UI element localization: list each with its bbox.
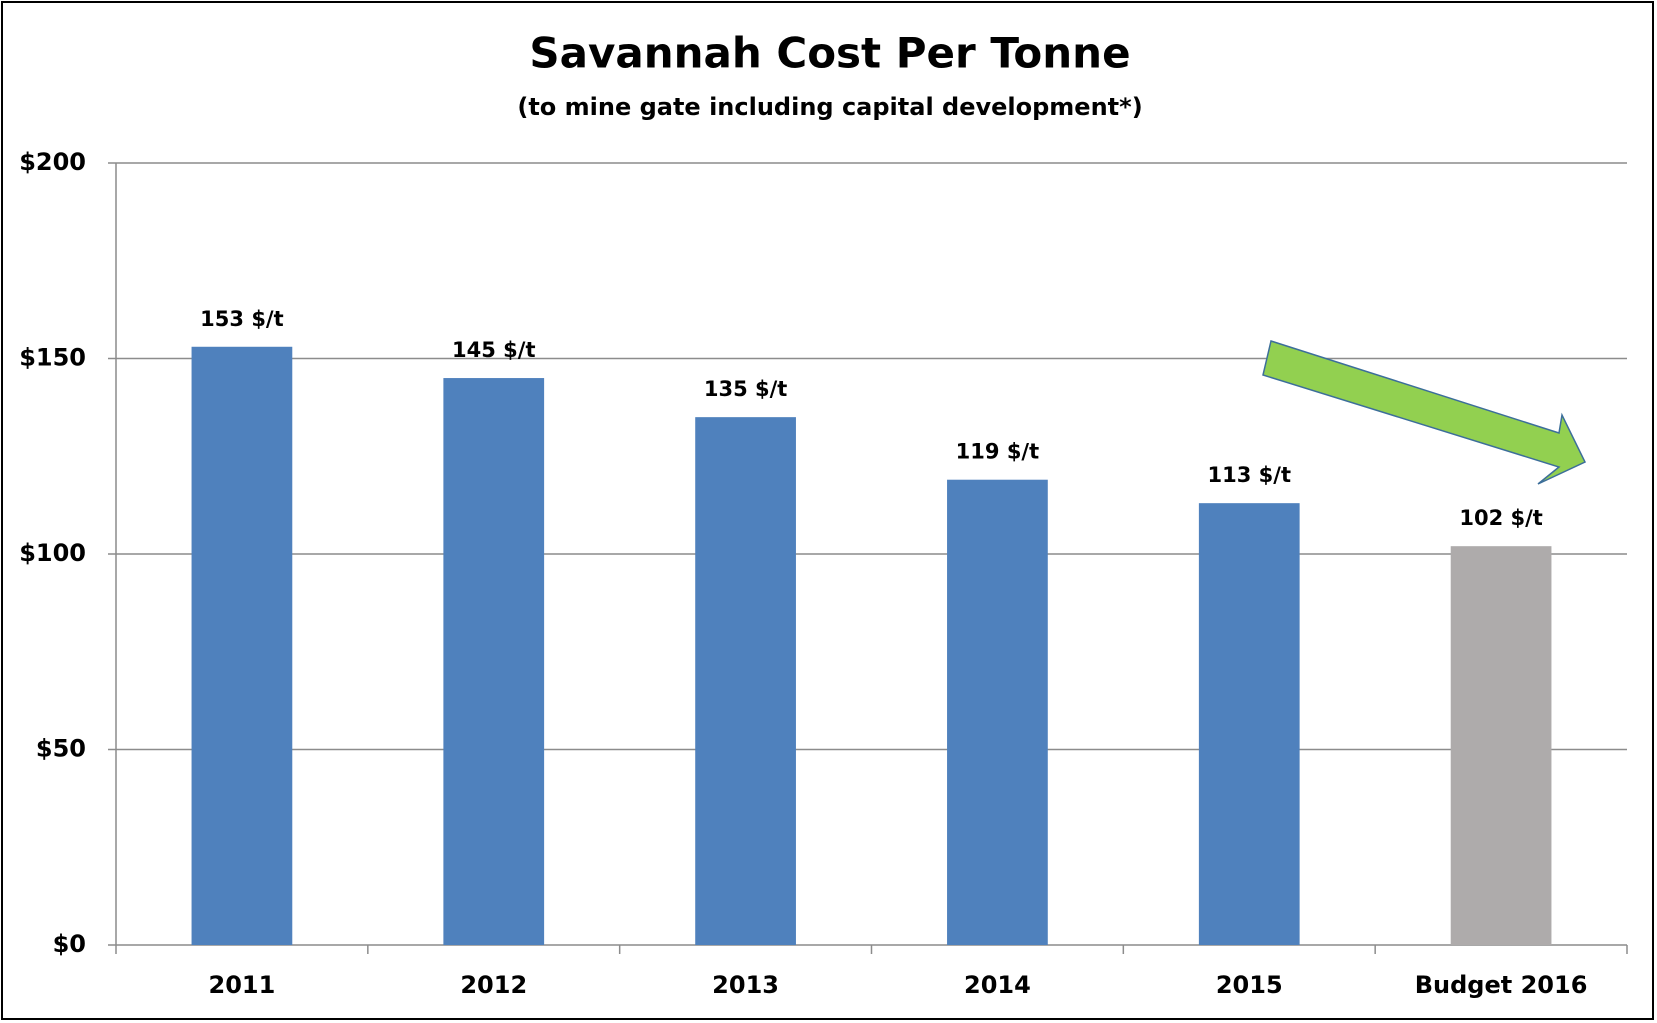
bar bbox=[191, 346, 293, 945]
bar bbox=[1450, 546, 1552, 945]
bar bbox=[695, 417, 796, 945]
y-tick-label: $0 bbox=[53, 930, 86, 958]
data-label: 113 $/t bbox=[1208, 463, 1291, 487]
data-label: 102 $/t bbox=[1459, 506, 1542, 530]
chart-subtitle: (to mine gate including capital developm… bbox=[517, 93, 1142, 121]
chart-title: Savannah Cost Per Tonne bbox=[529, 29, 1130, 78]
y-tick-label: $150 bbox=[19, 344, 86, 372]
bar bbox=[947, 479, 1048, 945]
data-label: 145 $/t bbox=[452, 338, 535, 362]
x-tick-label: 2013 bbox=[712, 971, 779, 999]
x-tick-label: 2012 bbox=[460, 971, 527, 999]
x-tick-label: Budget 2016 bbox=[1415, 971, 1588, 999]
y-tick-label: $50 bbox=[36, 735, 86, 763]
bar bbox=[443, 378, 545, 945]
x-tick-label: 2011 bbox=[209, 971, 276, 999]
y-tick-label: $100 bbox=[19, 539, 86, 567]
data-label: 153 $/t bbox=[200, 307, 283, 331]
data-label: 135 $/t bbox=[704, 377, 787, 401]
bar bbox=[1198, 503, 1300, 945]
data-label: 119 $/t bbox=[956, 440, 1039, 464]
y-tick-label: $200 bbox=[19, 148, 86, 176]
trend-arrow bbox=[1262, 340, 1587, 485]
x-tick-label: 2014 bbox=[964, 971, 1031, 999]
x-tick-label: 2015 bbox=[1216, 971, 1283, 999]
